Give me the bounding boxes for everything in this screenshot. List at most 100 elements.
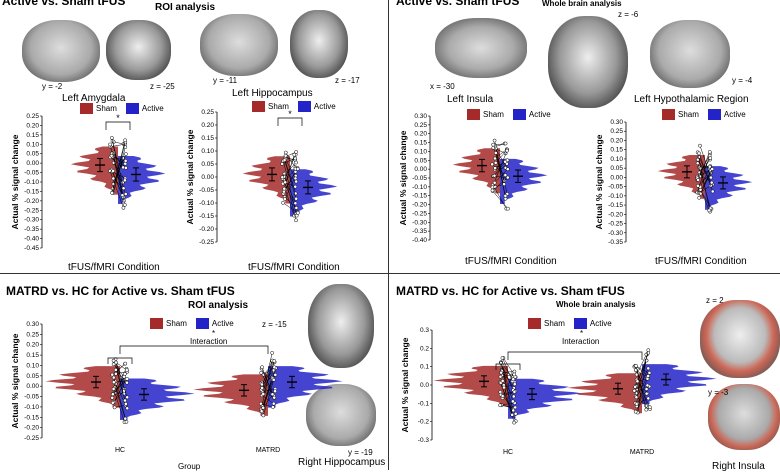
data-point-active: [126, 396, 129, 399]
data-point-active: [514, 406, 517, 409]
y-tick-label: 0.15: [201, 135, 214, 142]
violin-chart-amygdala: 0.250.200.150.100.050.00-0.05-0.10-0.15-…: [20, 112, 185, 252]
violin-sham: [567, 373, 642, 413]
data-point-active: [294, 185, 297, 188]
panel-subtitle: Whole brain analysis: [556, 300, 636, 309]
y-tick-label: 0.20: [26, 342, 39, 349]
data-point-active: [647, 367, 650, 370]
data-point-sham: [114, 368, 117, 371]
y-tick-label: -0.05: [199, 187, 214, 194]
brain-coronal-hippocampus: [200, 14, 278, 76]
y-tick-label: 0.20: [201, 122, 214, 129]
data-point-sham: [260, 366, 263, 369]
y-tick-label: -0.20: [608, 211, 623, 218]
data-point-active: [513, 390, 516, 393]
data-point-sham: [284, 154, 287, 157]
y-tick-label: 0.30: [26, 321, 39, 328]
data-point-sham: [493, 139, 496, 142]
brain-axial-hippocampus: [308, 284, 374, 368]
brain-coronal-hippocampus: [306, 384, 376, 446]
data-point-sham: [633, 389, 636, 392]
data-point-sham: [634, 385, 637, 388]
y-tick-label: 0.10: [26, 141, 39, 148]
x-axis-label: tFUS/fMRI Condition: [248, 262, 340, 273]
data-point-sham: [494, 151, 497, 154]
data-point-active: [645, 387, 648, 390]
y-tick-label: -0.35: [412, 228, 427, 235]
horizontal-divider: [0, 273, 780, 274]
data-point-active: [294, 177, 297, 180]
panel-title: Active vs. Sham tFUS: [396, 0, 519, 8]
y-tick-label: 0.05: [201, 161, 214, 168]
data-point-active: [513, 373, 516, 376]
data-point-active: [648, 406, 651, 409]
data-point-sham: [109, 143, 112, 146]
data-point-active: [711, 167, 714, 170]
data-point-sham: [634, 410, 637, 413]
y-tick-label: -0.15: [24, 414, 39, 421]
violin-active: [508, 379, 583, 419]
y-tick-label: -0.20: [199, 226, 214, 233]
y-axis-title: Actual % signal change: [10, 333, 20, 428]
y-tick-label: 0.15: [610, 147, 623, 154]
data-point-active: [647, 349, 650, 352]
y-tick-label: 0.25: [201, 109, 214, 116]
y-tick-label: -0.35: [24, 226, 39, 233]
category-label: HC: [115, 447, 125, 454]
y-tick-label: -0.25: [608, 221, 623, 228]
data-point-sham: [493, 166, 496, 169]
data-point-sham: [493, 174, 496, 177]
y-tick-label: -0.3: [418, 437, 430, 444]
region-label: Left Insula: [447, 94, 493, 105]
data-point-sham: [284, 181, 287, 184]
data-point-active: [272, 402, 275, 405]
data-point-active: [711, 190, 714, 193]
data-point-sham: [112, 169, 115, 172]
slice-label: y = -3: [708, 388, 728, 397]
data-point-active: [708, 209, 711, 212]
y-axis-title: Actual % signal change: [398, 130, 408, 225]
region-label: Right Insula: [712, 461, 765, 472]
brain-axial-hippocampus: [290, 10, 348, 78]
y-tick-label: 0.30: [610, 119, 623, 126]
data-point-sham: [696, 178, 699, 181]
y-tick-label: -0.10: [24, 179, 39, 186]
data-point-active: [514, 412, 517, 415]
data-point-sham: [282, 190, 285, 193]
data-point-active: [504, 142, 507, 145]
violin-chart-hypothalamus: 0.300.250.200.150.100.050.00-0.05-0.10-0…: [604, 118, 754, 246]
violin-sham: [45, 366, 120, 408]
y-tick-label: 0.10: [201, 148, 214, 155]
y-tick-label: -0.10: [24, 404, 39, 411]
data-point-sham: [501, 394, 504, 397]
slice-label: y = -2: [42, 82, 62, 91]
data-point-active: [125, 420, 128, 423]
y-tick-label: 0.10: [414, 148, 427, 155]
violin-chart-group-roi: 0.300.250.200.150.100.050.00-0.05-0.10-0…: [20, 320, 300, 442]
violin-active: [120, 379, 195, 421]
data-point-active: [511, 400, 514, 403]
y-tick-label: -0.15: [24, 188, 39, 195]
y-tick-label: -0.40: [412, 237, 427, 244]
y-tick-label: -0.2: [418, 419, 430, 426]
data-point-sham: [502, 386, 505, 389]
data-point-active: [124, 192, 127, 195]
data-point-active: [124, 402, 127, 405]
y-tick-label: 0.05: [414, 157, 427, 164]
y-tick-label: -0.20: [412, 202, 427, 209]
data-point-active: [124, 166, 127, 169]
data-point-active: [271, 351, 274, 354]
data-point-active: [124, 417, 127, 420]
data-point-sham: [110, 136, 113, 139]
data-point-active: [504, 194, 507, 197]
data-point-sham: [635, 402, 638, 405]
data-point-sham: [494, 161, 497, 164]
data-point-active: [126, 407, 129, 410]
y-tick-label: 0.0: [420, 382, 429, 389]
data-point-sham: [110, 191, 113, 194]
data-point-sham: [283, 159, 286, 162]
region-label: Left Hypothalamic Region: [634, 94, 749, 105]
data-point-sham: [262, 406, 265, 409]
data-point-active: [294, 170, 297, 173]
y-tick-label: 0.05: [610, 165, 623, 172]
